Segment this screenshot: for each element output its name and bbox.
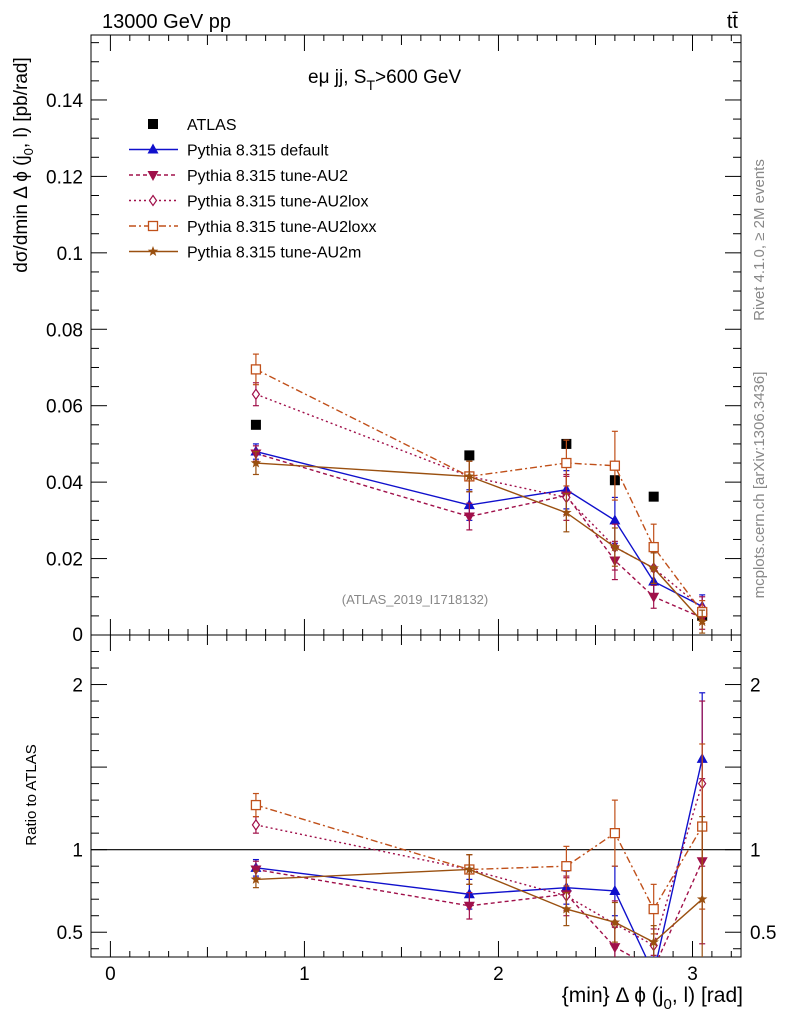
main-point-au2m [561,507,572,518]
legend-label-au2: Pythia 8.315 tune-AU2 [187,168,348,185]
xlabel-a: {min} Δ ϕ (j [562,984,664,1007]
ratio-y-tick-label: 2 [72,676,83,697]
ratio-point-default [609,884,621,895]
ratio-point-au2loxx [250,799,262,811]
ratio-point-au2 [250,865,262,876]
main-point-default [609,514,621,525]
ratio-line-au2m [255,868,703,943]
ratio-point-au2lox [251,818,261,831]
mcplots-label: mcplots.cern.ch [arXiv:1306.3436] [751,372,768,599]
ratio-point-au2m [696,893,708,904]
main-point-au2m [464,470,475,481]
legend-label-au2lox: Pythia 8.315 tune-AU2lox [187,194,368,211]
ratio-point-au2loxx [648,903,659,915]
main-ylabel-a: dσ/dmin Δ ϕ (j [11,155,32,272]
ratio-point-au2m [464,863,475,874]
ratio-point-au2loxx [561,861,572,872]
ratio-point-au2m [609,916,621,927]
ratio-line-au2 [255,860,703,957]
ratio-y-tick-label: 1 [72,841,83,862]
main-point-atlas [250,419,261,430]
ratio-point-au2m [561,903,572,914]
ratio-point-au2 [463,901,475,912]
main-y-tick-label: 0.1 [57,244,83,265]
main-point-au2m [648,562,659,573]
main-point-au2 [463,512,475,523]
ratio-y-tick-label-right: 1 [750,841,761,862]
main-y-tick-label: 0.12 [46,167,83,188]
x-tick-label: 1 [299,964,310,985]
main-y-axis-label: dσ/dmin Δ ϕ (j0, l) [pb/rad] [11,57,36,273]
rivet-version-label: Rivet 4.1.0, ≥ 2M events [751,159,768,321]
main-y-tick-label: 0.08 [46,320,83,341]
legend-label-au2m: Pythia 8.315 tune-AU2m [187,245,361,262]
x-tick-label: 3 [687,964,698,985]
legend-label-au2loxx: Pythia 8.315 tune-AU2loxx [187,219,376,236]
main-y-tick-label: 0.02 [46,550,83,571]
legend-marker-atlas [148,119,158,129]
ratio-line-default [255,758,703,957]
main-line-au2m [255,462,703,623]
main-point-au2lox [251,388,261,401]
x-axis-label: {min} Δ ϕ (j0, l) [rad] [562,984,743,1013]
main-point-au2 [648,592,660,603]
main-ylabel-sub: 0 [21,148,36,155]
energy-label: 13000 GeV pp [102,11,231,33]
x-tick-label: 0 [105,964,116,985]
main-point-au2m [250,457,262,468]
main-point-atlas [464,450,475,461]
main-point-au2m [609,541,621,552]
main-y-tick-label: 0.06 [46,397,83,418]
analysis-id-label: (ATLAS_2019_I1718132) [342,592,488,607]
main-line-au2loxx [255,368,703,613]
legend-marker-au2lox [148,194,158,207]
main-point-au2loxx [561,457,572,469]
plot-title: eμ jj, ST>600 GeV [308,67,461,93]
ratio-y-axis-label: Ratio to ATLAS [23,744,40,845]
main-line-default [255,450,703,607]
main-line-au2 [255,452,703,619]
process-label: tt̄ [727,11,739,33]
legend-marker-au2 [147,171,159,181]
main-point-au2m [696,616,708,627]
ratio-y-tick-label: 0.5 [57,923,83,944]
xlabel-sub: 0 [663,996,671,1013]
legend-label-atlas: ATLAS [187,117,237,134]
x-tick-label: 2 [493,964,504,985]
ratio-panel-frame [90,634,742,958]
plot-title-main: eμ jj, S [308,67,366,88]
main-point-au2loxx [648,541,659,553]
xlabel-b: , l) [rad] [672,984,743,1007]
legend-marker-default [147,143,159,154]
ratio-line-au2lox [255,783,703,947]
ratio-y-tick-label-right: 2 [750,676,761,697]
ratio-point-au2loxx [609,828,621,839]
ratio-y-tick-label-right: 0.5 [750,923,776,944]
plot-title-tail: >600 GeV [375,67,461,88]
main-point-au2loxx [250,364,262,375]
legend-marker-au2loxx [147,220,159,232]
main-point-atlas [648,491,659,502]
main-point-au2loxx [609,460,621,471]
ratio-point-au2 [648,965,659,975]
ratio-point-au2 [609,943,621,954]
ratio-line-au2loxx [255,804,703,911]
main-y-tick-label: 0.14 [46,91,83,112]
legend-marker-au2m [147,246,159,256]
main-line-au2lox [255,393,703,609]
ratio-point-au2m [250,873,262,884]
ratio-point-au2m [648,936,659,947]
main-y-zero-label: 0 [72,625,83,646]
plot-title-sub: T [366,77,375,93]
ratio-point-default [648,968,659,978]
main-ylabel-b: , l) [pb/rad] [11,57,32,148]
main-y-tick-label: 0.04 [46,473,83,494]
legend-label-default: Pythia 8.315 default [187,143,329,160]
